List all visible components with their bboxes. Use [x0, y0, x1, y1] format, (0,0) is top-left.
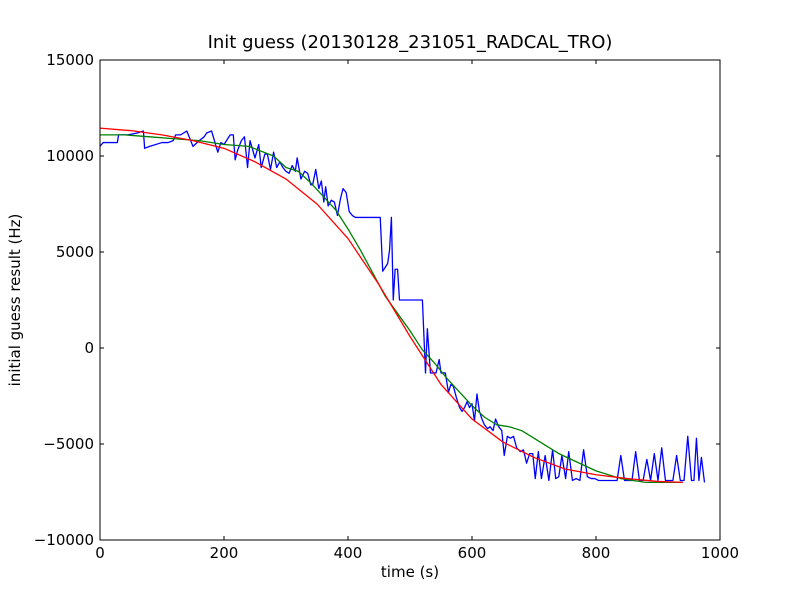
plot-frame: [99, 59, 721, 541]
y-tick-label-0: −10000: [34, 531, 94, 549]
y-tick-label-1: −5000: [43, 435, 94, 453]
chart-title: Init guess (20130128_231051_RADCAL_TRO): [208, 32, 613, 53]
series-line-1: [100, 134, 683, 484]
x-axis-title: time (s): [381, 563, 439, 581]
x-tick-label-0: 0: [95, 544, 105, 562]
y-tick-label-3: 5000: [56, 243, 94, 261]
y-tick-label-4: 10000: [46, 147, 94, 165]
y-tick-label-5: 15000: [46, 51, 94, 69]
y-tick-label-2: 0: [84, 339, 94, 357]
series-layer: [99, 127, 706, 484]
y-axis-title: initial guess result (Hz): [6, 214, 24, 387]
x-tick-label-1: 200: [210, 544, 239, 562]
x-tick-label-4: 800: [582, 544, 611, 562]
series-line-2: [99, 127, 683, 484]
x-tick-label-3: 600: [458, 544, 487, 562]
x-tick-label-2: 400: [334, 544, 363, 562]
x-tick-label-5: 1000: [701, 544, 739, 562]
series-line-0: [99, 130, 706, 483]
ticks-layer: 0 200 400 600 800 1000 −10000 −5000 0 5000 10000 15…: [34, 51, 739, 562]
